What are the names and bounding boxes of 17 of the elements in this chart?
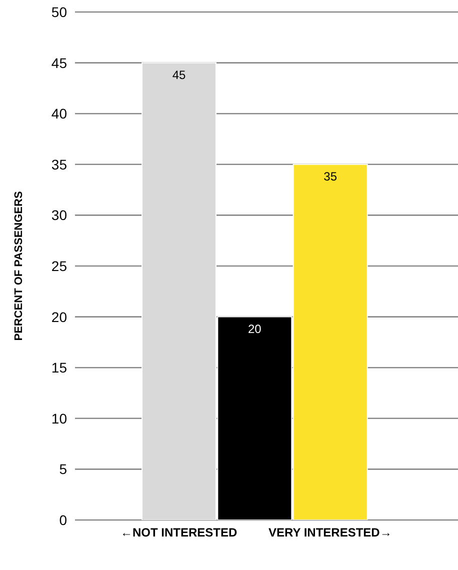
data-label: 45 — [172, 68, 186, 82]
y-tick-label: 45 — [51, 54, 68, 71]
y-tick-label: 35 — [51, 156, 68, 172]
y-tick-label: 5 — [59, 461, 68, 478]
y-tick-label: 25 — [51, 258, 68, 274]
data-label: 35 — [324, 169, 338, 184]
y-tick-label: 0 — [59, 512, 68, 528]
y-tick-label: 40 — [51, 106, 68, 122]
data-label: 20 — [248, 322, 262, 336]
y-tick-label: 15 — [51, 360, 68, 376]
y-tick-label: 10 — [51, 410, 68, 426]
y-tick-label: 30 — [51, 207, 68, 224]
x-tick-label: ←NOT INTERESTED — [120, 526, 238, 540]
y-tick-label: 50 — [51, 4, 68, 20]
y-axis-title: PERCENT OF PASSENGERS — [12, 191, 25, 341]
y-tick-label: 20 — [51, 308, 68, 325]
x-tick-label: VERY INTERESTED→ — [268, 526, 392, 540]
